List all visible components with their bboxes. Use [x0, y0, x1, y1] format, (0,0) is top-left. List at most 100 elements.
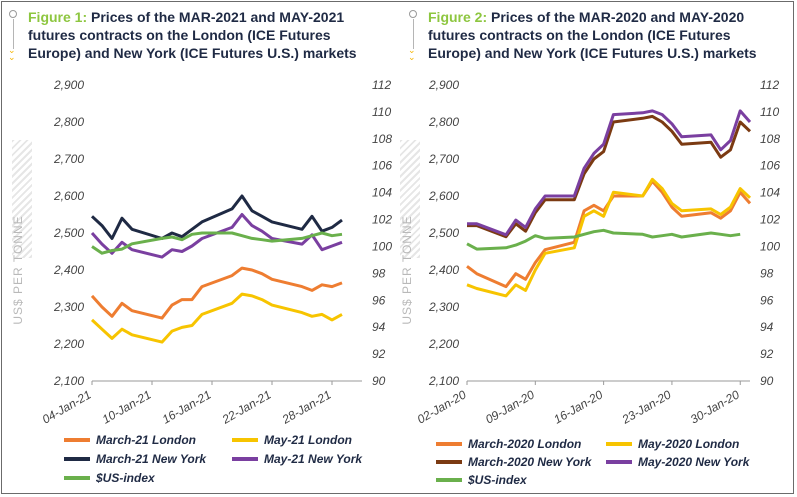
y2-tick-label: 104 — [760, 186, 780, 200]
figure-2-chart: 2,100 2,200 2,300 2,400 2,500 2,600 2,700 2,800… — [415, 78, 781, 427]
legend-item: March-21 London — [64, 433, 196, 449]
y2-tick-label: 90 — [760, 374, 774, 388]
legend-swatch — [436, 441, 462, 446]
y2-tick-label: 104 — [372, 186, 392, 200]
legend-item: $US-index — [436, 473, 527, 489]
y2-tick-label: 92 — [372, 347, 386, 361]
y-tick-label: 2,400 — [53, 263, 84, 277]
series-line-march-london — [90, 266, 343, 320]
y-tick-label: 2,200 — [53, 337, 84, 351]
y2-tick-label: 110 — [760, 105, 779, 119]
y-tick-label: 2,900 — [53, 78, 84, 92]
x-tick-label: 04-Jan-21 — [40, 387, 94, 426]
y-tick-label: 2,200 — [428, 337, 459, 351]
legend-label: May-21 New York — [264, 452, 363, 466]
legend-label: $US-index — [96, 471, 155, 485]
y-tick-label: 2,300 — [53, 300, 84, 314]
y2-tick-label: 106 — [760, 159, 780, 173]
legend-label: May-2020 New York — [638, 455, 750, 469]
timeline-marker-icon: ⌄ ⌄ — [7, 8, 19, 64]
series-line-may-london — [90, 292, 343, 344]
legend-label: March-21 London — [96, 433, 197, 447]
x-tick-label: 16-Jan-21 — [160, 387, 214, 426]
legend-item: May-2020 London — [606, 437, 739, 453]
y2-tick-label: 102 — [372, 213, 392, 227]
legend-item: $US-index — [64, 471, 155, 487]
y2-tick-label: 102 — [760, 213, 780, 227]
y-tick-label: 2,100 — [53, 374, 84, 388]
y-tick-label: 2,600 — [428, 189, 459, 203]
figure-2-title: Prices of the MAR-2020 and MAY-2020 futu… — [428, 9, 757, 61]
figure-1-title: Prices of the MAR-2021 and MAY-2021 futu… — [28, 9, 357, 61]
y2-tick-label: 98 — [372, 266, 386, 280]
y2-tick-label: 96 — [760, 293, 774, 307]
y2-tick-label: 92 — [760, 347, 774, 361]
legend-item: March-2020 New York — [436, 455, 591, 471]
y2-tick-label: 108 — [372, 132, 392, 146]
legend-label: May-2020 London — [638, 437, 740, 451]
x-tick-label: 02-Jan-20 — [415, 387, 469, 426]
figure-1-panel: ⌄ ⌄ Figure 1: Prices of the MAR-2021 and… — [7, 8, 393, 487]
legend-swatch — [436, 459, 462, 464]
series-line-may-london — [466, 177, 752, 298]
legend-swatch — [606, 441, 632, 446]
y-tick-label: 2,500 — [428, 226, 459, 240]
y2-tick-label: 112 — [760, 78, 779, 92]
figure-1-label: Figure 1: — [28, 9, 88, 25]
figure-2-panel: ⌄ ⌄ Figure 2: Prices of the MAR-2020 and… — [400, 0, 797, 497]
y-tick-label: 2,400 — [428, 263, 459, 277]
axis-band-decoration — [400, 140, 420, 258]
y-tick-label: 2,900 — [428, 78, 459, 92]
y-tick-label: 2,700 — [53, 152, 84, 166]
legend-swatch — [232, 456, 258, 461]
y2-tick-label: 100 — [760, 239, 780, 253]
legend-swatch — [606, 459, 632, 464]
series-line-may-newyork — [90, 213, 343, 259]
series-line-march-newyork-2021 — [90, 194, 343, 240]
legend-swatch — [64, 456, 90, 461]
y2-tick-label: 98 — [760, 266, 774, 280]
y-tick-label: 2,800 — [53, 115, 84, 129]
legend-swatch — [64, 475, 90, 480]
y2-tick-label: 108 — [760, 132, 780, 146]
y-tick-label: 2,600 — [53, 189, 84, 203]
legend-item: May-21 New York — [232, 452, 362, 468]
y2-tick-label: 110 — [372, 105, 391, 119]
y-tick-label: 2,500 — [53, 226, 84, 240]
legend-swatch — [436, 477, 462, 482]
axis-band-decoration — [12, 140, 32, 258]
y-tick-label: 2,100 — [428, 374, 459, 388]
x-tick-label: 16-Jan-20 — [551, 387, 605, 426]
y2-tick-label: 94 — [760, 320, 774, 334]
legend-label: March-2020 New York — [468, 455, 592, 469]
figure-1-heading: Figure 1: Prices of the MAR-2021 and MAY… — [28, 8, 380, 62]
legend-swatch — [64, 437, 90, 442]
legend-label: $US-index — [468, 473, 527, 487]
y-tick-label: 2,800 — [428, 115, 459, 129]
legend-item: March-2020 London — [436, 437, 581, 453]
y2-tick-label: 106 — [372, 159, 392, 173]
y-tick-label: 2,700 — [428, 152, 459, 166]
legend-label: March-21 New York — [96, 452, 207, 466]
figure-1-chart: 2,100 2,200 2,300 2,400 2,500 2,600 2,700 2,800… — [40, 78, 393, 427]
x-tick-label: 30-Jan-20 — [688, 387, 742, 426]
legend-label: May-21 London — [264, 433, 353, 447]
series-line-usd-index — [466, 228, 741, 251]
y2-tick-label: 100 — [372, 239, 392, 253]
figure-2-label: Figure 2: — [428, 9, 488, 25]
legend-item: May-21 London — [232, 433, 352, 449]
y2-tick-label: 94 — [372, 320, 386, 334]
x-tick-label: 23-Jan-20 — [619, 387, 674, 427]
y-tick-label: 2,300 — [428, 300, 459, 314]
figure-2-heading: Figure 2: Prices of the MAR-2020 and MAY… — [428, 8, 780, 62]
x-tick-label: 10-Jan-21 — [100, 387, 154, 426]
x-tick-label: 22-Jan-21 — [219, 387, 274, 427]
x-tick-label: 28-Jan-21 — [279, 387, 334, 427]
series-line-may-newyork — [467, 109, 752, 237]
y2-tick-label: 96 — [372, 293, 386, 307]
y2-tick-label: 112 — [372, 78, 391, 92]
legend-item: May-2020 New York — [606, 455, 749, 471]
series-line-march-newyork-2020 — [467, 114, 752, 239]
x-tick-label: 09-Jan-20 — [483, 387, 537, 426]
